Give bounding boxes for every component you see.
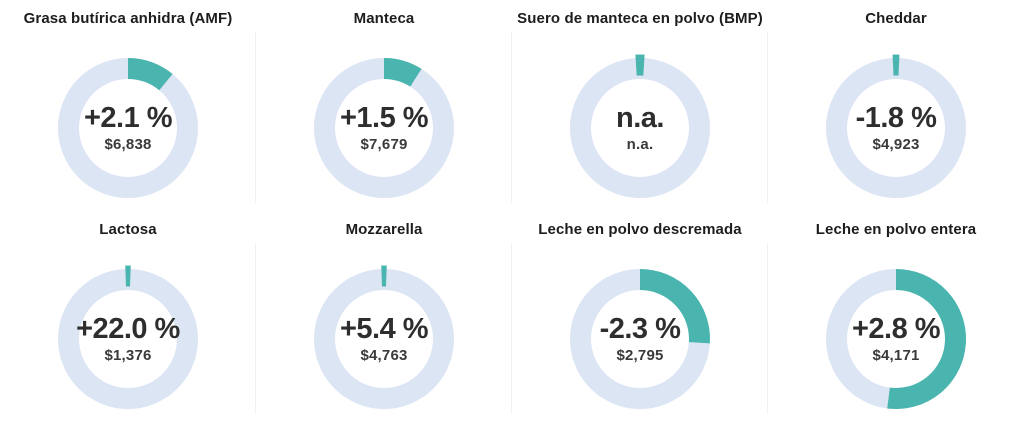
- donut-chart: +2.8 % $4,171: [821, 264, 971, 414]
- change-value: -2.3 %: [599, 312, 681, 345]
- change-value: +22.0 %: [76, 312, 180, 345]
- price-value: $4,923: [872, 136, 920, 154]
- price-value: $7,679: [360, 136, 408, 154]
- donut-ring: [570, 54, 710, 198]
- card-manteca: Manteca +1.5 % $7,679: [256, 0, 512, 211]
- price-value: $6,838: [104, 136, 152, 154]
- donut-center: +22.0 % $1,376: [53, 264, 203, 414]
- donut-center: -1.8 % $4,923: [821, 53, 971, 203]
- change-value: +2.1 %: [83, 101, 173, 134]
- donut-center: +1.5 % $7,679: [309, 53, 459, 203]
- card-bmp: Suero de manteca en polvo (BMP) n.a. n.a…: [512, 0, 768, 211]
- card-mozzarella: Mozzarella +5.4 % $4,763: [256, 211, 512, 422]
- donut-chart: -2.3 % $2,795: [565, 264, 715, 414]
- card-title: Manteca: [353, 10, 415, 27]
- donut-ring: [570, 269, 710, 409]
- donut-chart: +5.4 % $4,763: [309, 264, 459, 414]
- donut-ring: [826, 54, 966, 198]
- donut-chart: +2.1 % $6,838: [53, 53, 203, 203]
- donut-center: +2.1 % $6,838: [53, 53, 203, 203]
- change-value: +1.5 %: [339, 101, 429, 134]
- price-value: $2,795: [616, 347, 664, 365]
- donut-center: +2.8 % $4,171: [821, 264, 971, 414]
- price-value: $4,171: [872, 347, 920, 365]
- change-value: -1.8 %: [855, 101, 937, 134]
- card-title: Suero de manteca en polvo (BMP): [517, 10, 763, 27]
- card-title: Mozzarella: [345, 221, 423, 238]
- card-title: Leche en polvo descremada: [538, 221, 742, 238]
- card-title: Lactosa: [99, 221, 157, 238]
- donut-ring: [58, 265, 198, 409]
- change-value: +2.8 %: [851, 312, 941, 345]
- card-title: Cheddar: [865, 10, 927, 27]
- donut-chart: +1.5 % $7,679: [309, 53, 459, 203]
- donut-ring: [314, 265, 454, 409]
- change-value: n.a.: [616, 101, 664, 134]
- card-title: Leche en polvo entera: [815, 221, 977, 238]
- price-value: $1,376: [104, 347, 152, 365]
- price-value: n.a.: [626, 136, 654, 154]
- donut-chart: n.a. n.a.: [565, 53, 715, 203]
- price-value: $4,763: [360, 347, 408, 365]
- donut-center: -2.3 % $2,795: [565, 264, 715, 414]
- card-title: Grasa butírica anhidra (AMF): [23, 10, 233, 27]
- card-lactosa: Lactosa +22.0 % $1,376: [0, 211, 256, 422]
- donut-chart: -1.8 % $4,923: [821, 53, 971, 203]
- donut-ring: [314, 58, 454, 198]
- donut-chart: +22.0 % $1,376: [53, 264, 203, 414]
- card-leche-descremada: Leche en polvo descremada -2.3 % $2,795: [512, 211, 768, 422]
- card-leche-entera: Leche en polvo entera +2.8 % $4,171: [768, 211, 1024, 422]
- card-amf: Grasa butírica anhidra (AMF) +2.1 % $6,8…: [0, 0, 256, 211]
- donut-ring: [826, 269, 966, 409]
- donut-center: n.a. n.a.: [565, 53, 715, 203]
- donut-center: +5.4 % $4,763: [309, 264, 459, 414]
- donut-ring: [58, 58, 198, 198]
- card-cheddar: Cheddar -1.8 % $4,923: [768, 0, 1024, 211]
- change-value: +5.4 %: [339, 312, 429, 345]
